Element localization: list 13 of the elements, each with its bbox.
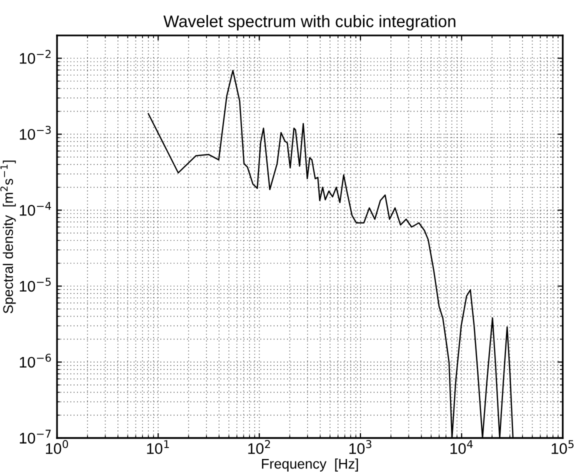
x-tick-label: 10$^{2}$ bbox=[248, 440, 270, 454]
x-tick-label: 10$^{3}$ bbox=[349, 440, 372, 454]
y-tick-label: 10$^{−4}$ bbox=[20, 202, 52, 216]
y-tick-label: 10$^{−5}$ bbox=[20, 278, 51, 292]
y-tick-label: 10$^{−6}$ bbox=[20, 354, 51, 368]
y-tick-label: 10$^{−2}$ bbox=[20, 50, 51, 64]
x-tick-label: 10$^{5}$ bbox=[552, 440, 574, 454]
x-tick-label: 10$^{1}$ bbox=[147, 440, 169, 454]
y-tick-label: 10$^{−3}$ bbox=[20, 126, 51, 140]
x-tick-label: 10$^{4}$ bbox=[450, 440, 473, 454]
x-axis-title: Frequency [Hz] bbox=[262, 458, 358, 472]
chart-title: Wavelet spectrum with cubic integration bbox=[163, 14, 456, 31]
y-axis-title: Spectral density [m$^{2}$s$^{−1}$] bbox=[0, 160, 16, 314]
